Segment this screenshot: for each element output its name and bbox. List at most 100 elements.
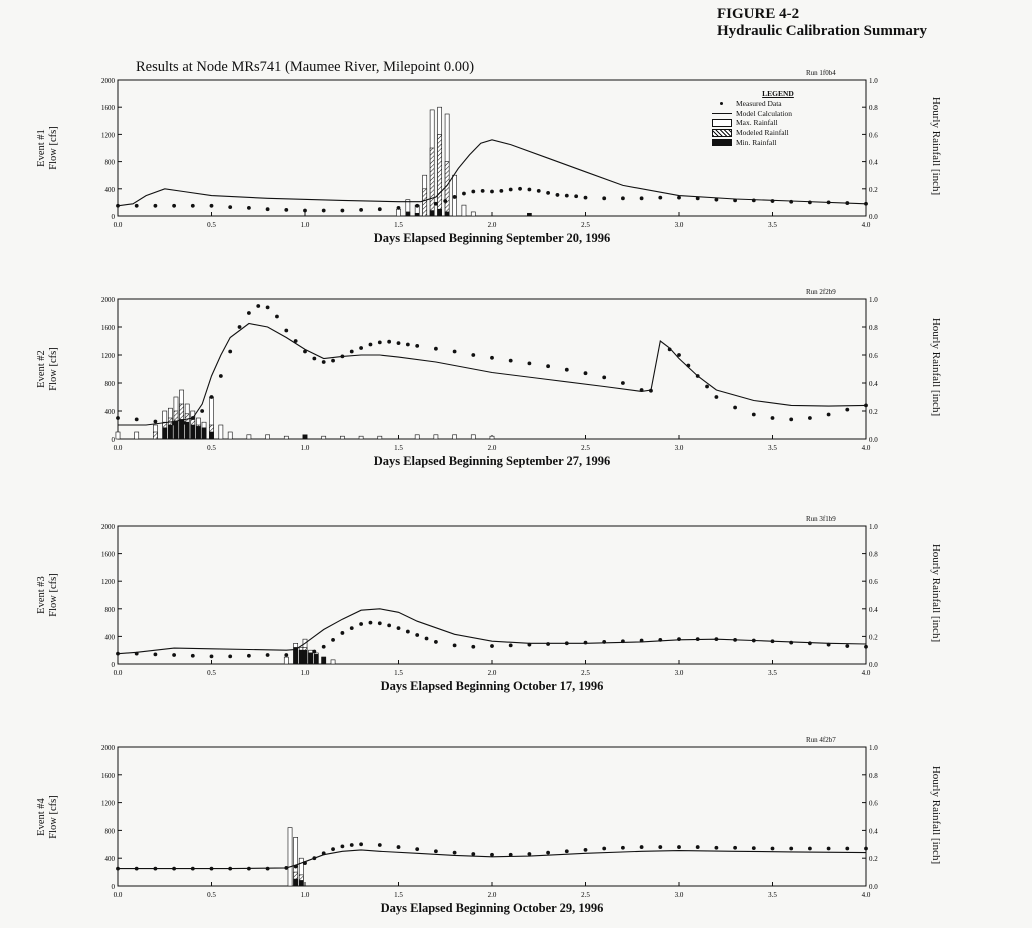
- measured-data-point: [864, 846, 868, 851]
- measured-data-point: [377, 340, 382, 345]
- measured-data-point: [387, 339, 392, 344]
- rainfall-bar-modeled-rainfall: [422, 188, 428, 217]
- measured-data-point: [349, 843, 354, 847]
- rainfall-bar-max-rainfall: [287, 827, 293, 887]
- y-tick-label: 800: [105, 827, 116, 835]
- measured-data-point: [751, 412, 756, 417]
- rainfall-bar-min-rainfall: [162, 427, 168, 440]
- measured-data-point: [546, 850, 550, 855]
- rainfall-bar-min-rainfall: [196, 426, 201, 440]
- y-tick-label: 1600: [101, 324, 116, 332]
- measured-data-point: [312, 649, 317, 654]
- measured-data-point: [153, 652, 158, 657]
- legend-label: Max. Rainfall: [736, 118, 778, 128]
- measured-data-point: [621, 845, 625, 850]
- rainfall-bar-max-rainfall: [452, 434, 457, 440]
- measured-data-point: [284, 207, 289, 212]
- measured-data-point: [340, 844, 345, 849]
- x-tick-label: 0.0: [114, 669, 123, 677]
- y-tick-label: 2000: [101, 77, 116, 85]
- measured-data-point: [284, 328, 289, 333]
- x-tick-label: 1.5: [394, 669, 403, 677]
- measured-data-point: [228, 205, 233, 210]
- measured-data-point: [116, 416, 120, 420]
- rainfall-bar-min-rainfall: [414, 212, 420, 217]
- measured-data-point: [116, 203, 120, 208]
- y2-tick-label: 0.8: [869, 551, 878, 559]
- y-tick-label: 0: [112, 883, 116, 891]
- y2-tick-label: 1.0: [869, 523, 878, 531]
- measured-data-point: [247, 653, 251, 658]
- y-tick-label: 400: [105, 186, 116, 194]
- measured-data-point: [789, 417, 794, 422]
- measured-data-point: [658, 637, 663, 642]
- rainfall-bar-min-rainfall: [168, 424, 173, 440]
- chart-panel-event-4: 0.0 0.5 1.0 1.5 2.0 2.5 3.0 3.5 4.0 0 400 800 1200 16…: [0, 736, 1032, 926]
- measured-data-point: [321, 208, 326, 213]
- measured-data-point: [172, 421, 177, 426]
- measured-data-point: [349, 349, 354, 354]
- measured-data-point: [639, 845, 644, 849]
- y2-tick-label: 0.4: [869, 380, 878, 388]
- measured-data-point: [247, 311, 251, 315]
- rainfall-bar-min-rainfall: [302, 649, 308, 665]
- measured-data-point: [293, 864, 298, 869]
- measured-data-point: [359, 622, 363, 626]
- measured-data-point: [733, 198, 737, 203]
- measured-data-point: [340, 354, 345, 359]
- rainfall-bar-max-rainfall: [461, 204, 467, 217]
- measured-data-point: [359, 346, 363, 350]
- measured-data-point: [508, 643, 513, 648]
- rainfall-bar-min-rainfall: [293, 647, 299, 665]
- measured-data-point: [312, 856, 317, 861]
- rainfall-bar-max-rainfall: [283, 435, 289, 440]
- chart-svg: 0.0 0.5 1.0 1.5 2.0 2.5 3.0 3.5 4.0 0 400 800 1200 16…: [101, 523, 878, 677]
- rainfall-bar-max-rainfall: [377, 435, 383, 440]
- measured-data-point: [490, 644, 494, 648]
- x-tick-label: 3.5: [768, 444, 777, 452]
- rainfall-bar-min-rainfall: [209, 431, 214, 440]
- x-tick-label: 3.5: [768, 891, 777, 899]
- y2-tick-label: 1.0: [869, 744, 878, 752]
- y2-axis-label: Hourly Rainfall [inch]: [930, 96, 942, 196]
- run-label: Run 1f0b4: [806, 69, 836, 77]
- measured-data-point: [583, 847, 588, 852]
- measured-data-point: [826, 412, 831, 417]
- measured-data-point: [452, 643, 457, 648]
- y-tick-label: 0: [112, 436, 116, 444]
- measured-data-point: [303, 349, 307, 354]
- chart-panel-event-2: 0.0 0.5 1.0 1.5 2.0 2.5 3.0 3.5 4.0 0 400 800 1200 16…: [0, 288, 1032, 479]
- modeled-swatch: [712, 129, 732, 138]
- measured-data-point: [536, 188, 541, 193]
- chart-panel-event-1: 0.0 0.5 1.0 1.5 2.0 2.5 3.0 3.5 4.0 0 400 800 1200 16…: [0, 69, 1032, 256]
- measured-data-point: [490, 852, 494, 857]
- measured-data-point: [247, 866, 251, 871]
- y2-tick-label: 1.0: [869, 77, 878, 85]
- rainfall-bar-min-rainfall: [313, 654, 319, 665]
- measured-data-point: [770, 199, 775, 203]
- measured-data-point: [845, 407, 850, 412]
- measured-data-point: [134, 417, 139, 422]
- measured-data-point: [508, 852, 513, 857]
- model-calculation-line: [118, 849, 867, 870]
- measured-data-point: [349, 626, 354, 631]
- rainfall-bar-min-rainfall: [321, 656, 327, 665]
- measured-data-point: [602, 196, 607, 201]
- x-tick-label: 3.0: [675, 891, 684, 899]
- rainfall-bar-min-rainfall: [444, 211, 450, 217]
- x-tick-label: 0.0: [114, 891, 123, 899]
- plot-frame: [117, 746, 867, 887]
- model-calculation-line: [118, 322, 867, 426]
- y2-tick-label: 0.8: [869, 104, 878, 112]
- rainfall-bar-min-rainfall: [308, 652, 313, 665]
- x-tick-label: 3.0: [675, 221, 684, 229]
- measured-data-point: [826, 846, 831, 851]
- rainfall-bar-min-rainfall: [527, 212, 532, 217]
- chart-svg: 0.0 0.5 1.0 1.5 2.0 2.5 3.0 3.5 4.0 0 400 800 1200 16…: [101, 77, 878, 229]
- measured-data-point: [583, 371, 588, 376]
- measured-data-point: [751, 638, 756, 643]
- y-tick-label: 2000: [101, 523, 116, 531]
- rainfall-bar-max-rainfall: [246, 434, 252, 440]
- measured-data-point: [649, 388, 653, 393]
- measured-data-point: [705, 384, 709, 389]
